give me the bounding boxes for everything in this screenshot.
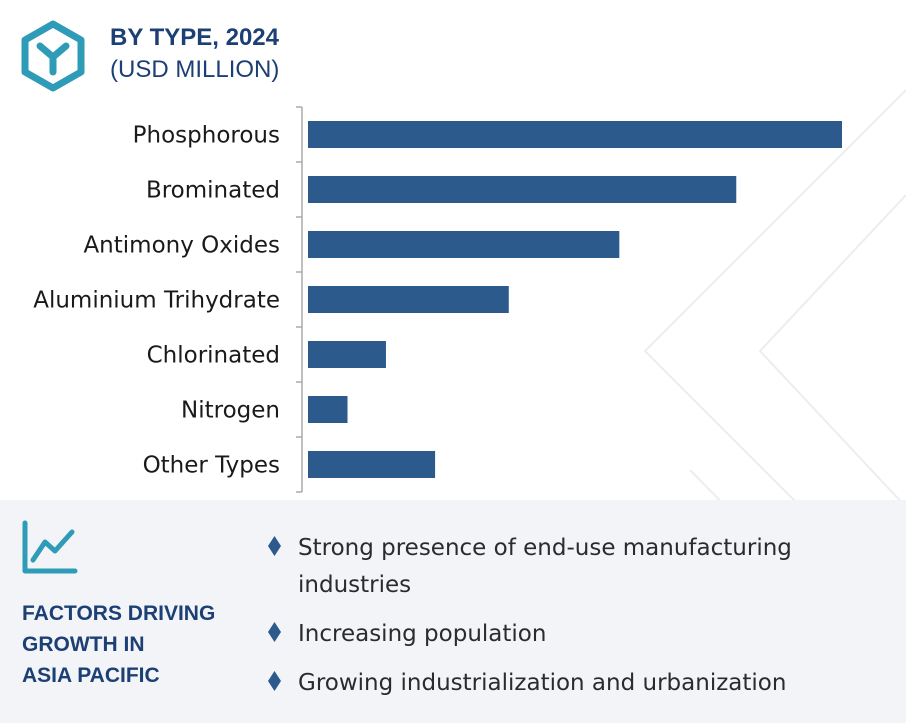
chart-subtitle: (USD MILLION) [110, 56, 280, 83]
hexagon-y-logo-icon [21, 20, 85, 92]
factors-title: FACTORS DRIVING GROWTH IN ASIA PACIFIC [22, 602, 216, 687]
category-tick-label: Nitrogen [181, 398, 280, 424]
category-tick-label: Other Types [143, 453, 280, 479]
chart-title: BY TYPE, 2024 [110, 24, 279, 51]
list-item: Growing industrialization and urbanizati… [268, 665, 878, 702]
category-tick-label: Antimony Oxides [83, 233, 280, 259]
factors-list: Strong presence of end-use manufacturing… [268, 530, 878, 714]
list-item: Increasing population [268, 616, 878, 653]
bar [308, 396, 348, 423]
category-tick-label: Aluminium Trihydrate [33, 288, 280, 314]
diamond-bullet-icon [268, 622, 281, 642]
bar [308, 286, 509, 313]
bar [308, 231, 620, 258]
bar [308, 121, 842, 148]
factors-panel: FACTORS DRIVING GROWTH IN ASIA PACIFIC S… [0, 500, 906, 723]
bar [308, 341, 386, 368]
category-tick-label: Phosphorous [133, 123, 280, 149]
diamond-bullet-icon [268, 536, 281, 556]
list-item: Strong presence of end-use manufacturing… [268, 530, 878, 604]
bar [308, 176, 737, 203]
trend-line-chart-icon [22, 520, 78, 574]
factor-text: Increasing population [298, 621, 547, 647]
bar [308, 451, 436, 478]
factor-text: Strong presence of end-use manufacturing… [298, 535, 792, 598]
category-tick-label: Brominated [146, 178, 280, 204]
bar-chart: Phosphorous Brominated Antimony Oxides Alum… [33, 106, 842, 493]
factor-text: Growing industrialization and urbanizati… [298, 670, 787, 696]
diamond-bullet-icon [268, 671, 281, 691]
category-tick-label: Chlorinated [147, 343, 280, 369]
